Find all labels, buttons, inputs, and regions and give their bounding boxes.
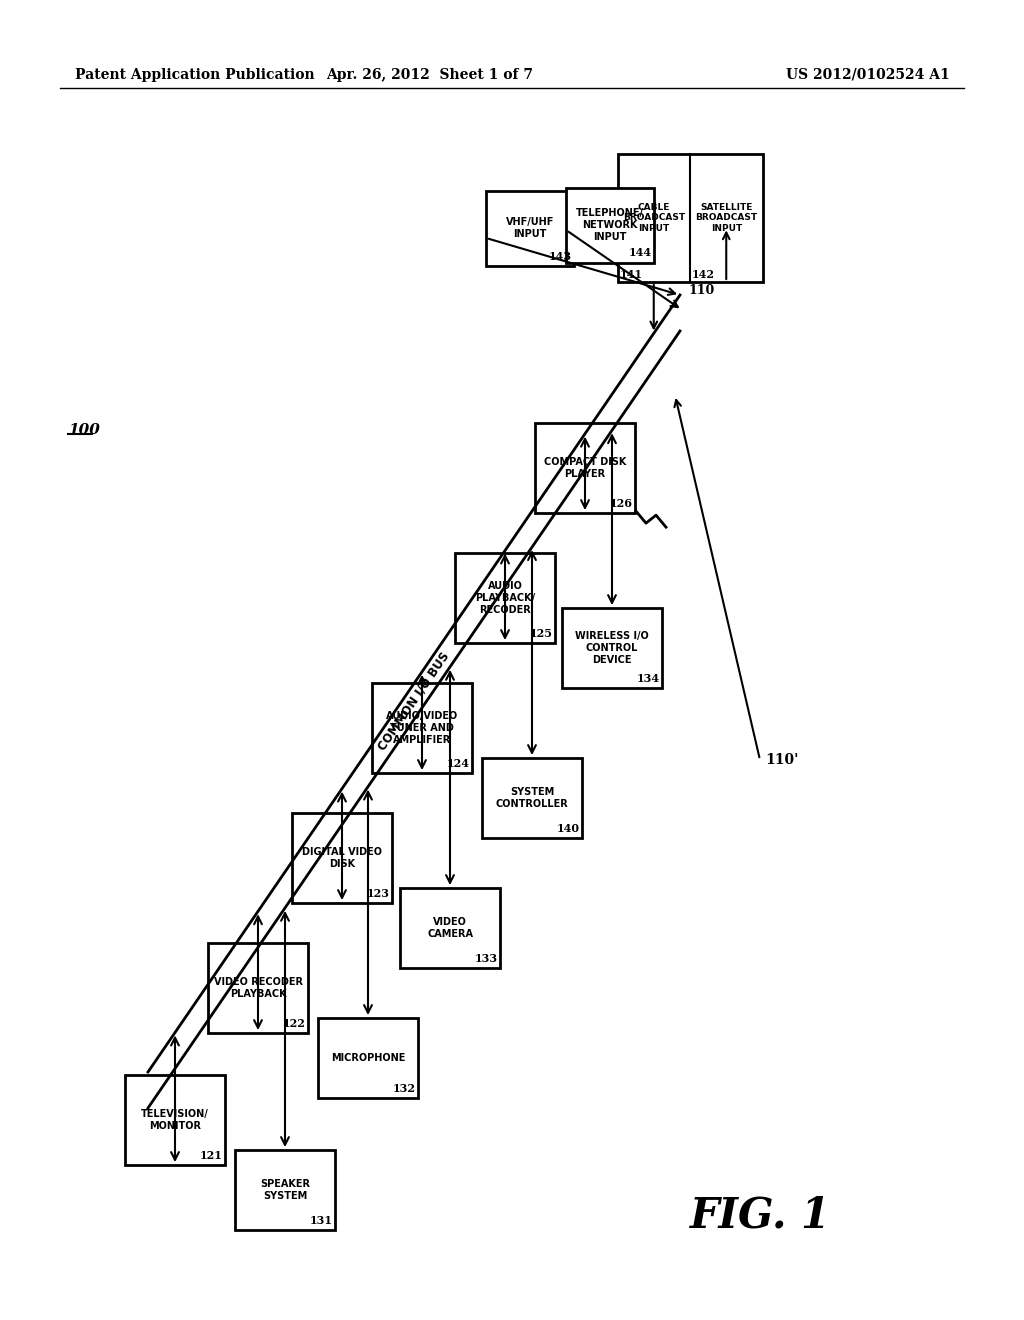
- Text: SATELLITE
BROADCAST
INPUT: SATELLITE BROADCAST INPUT: [695, 203, 758, 232]
- Bar: [562, 609, 662, 688]
- Text: 143: 143: [549, 251, 572, 261]
- Text: VIDEO
CAMERA: VIDEO CAMERA: [427, 917, 473, 939]
- Bar: [318, 1018, 418, 1098]
- Text: VHF/UHF
INPUT: VHF/UHF INPUT: [506, 218, 554, 239]
- Text: TELEPHONE/
NETWORK
INPUT: TELEPHONE/ NETWORK INPUT: [575, 209, 644, 242]
- Bar: [455, 553, 555, 643]
- Text: TELEVISION/
MONITOR: TELEVISION/ MONITOR: [141, 1109, 209, 1131]
- Text: CABLE
BROADCAST
INPUT: CABLE BROADCAST INPUT: [623, 203, 685, 232]
- Text: Patent Application Publication: Patent Application Publication: [75, 69, 314, 82]
- Bar: [486, 190, 574, 265]
- Bar: [292, 813, 392, 903]
- Text: 141: 141: [620, 269, 642, 280]
- Text: 133: 133: [475, 953, 498, 964]
- Text: 123: 123: [367, 888, 390, 899]
- Text: MICROPHONE: MICROPHONE: [331, 1053, 406, 1063]
- Text: AUDIO
PLAYBACK/
RECODER: AUDIO PLAYBACK/ RECODER: [475, 581, 536, 615]
- Bar: [482, 758, 582, 838]
- Text: SYSTEM
CONTROLLER: SYSTEM CONTROLLER: [496, 787, 568, 809]
- Text: FIG. 1: FIG. 1: [689, 1195, 830, 1236]
- Bar: [400, 888, 500, 968]
- Text: 122: 122: [283, 1018, 306, 1030]
- Bar: [208, 942, 308, 1034]
- Text: COMPACT DISK
PLAYER: COMPACT DISK PLAYER: [544, 457, 627, 479]
- Text: DIGITAL VIDEO
DISK: DIGITAL VIDEO DISK: [302, 847, 382, 869]
- Text: 110: 110: [688, 284, 715, 297]
- Text: 144: 144: [629, 248, 652, 259]
- Text: 124: 124: [447, 758, 470, 770]
- Text: US 2012/0102524 A1: US 2012/0102524 A1: [786, 69, 950, 82]
- Polygon shape: [148, 294, 680, 1107]
- Text: 131: 131: [310, 1214, 333, 1226]
- Text: 126: 126: [610, 498, 633, 510]
- Text: 142: 142: [692, 269, 715, 280]
- Bar: [234, 1150, 335, 1230]
- Text: 140: 140: [557, 822, 580, 834]
- Text: COMMON I/O BUS: COMMON I/O BUS: [376, 649, 453, 754]
- Text: 100: 100: [68, 422, 100, 437]
- Text: 121: 121: [200, 1150, 223, 1162]
- Text: 134: 134: [637, 673, 660, 684]
- Bar: [372, 682, 472, 774]
- Text: VIDEO RECODER
PLAYBACK: VIDEO RECODER PLAYBACK: [213, 977, 302, 999]
- Text: AUDIO/VIDEO
TUNER AND
AMPLIFIER: AUDIO/VIDEO TUNER AND AMPLIFIER: [386, 711, 458, 744]
- Text: 110': 110': [765, 752, 799, 767]
- Text: SPEAKER
SYSTEM: SPEAKER SYSTEM: [260, 1179, 310, 1201]
- Bar: [535, 422, 635, 513]
- Text: 132: 132: [393, 1082, 416, 1094]
- Bar: [125, 1074, 225, 1166]
- Text: 125: 125: [530, 628, 553, 639]
- Text: WIRELESS I/O
CONTROL
DEVICE: WIRELESS I/O CONTROL DEVICE: [575, 631, 649, 664]
- Bar: [617, 154, 763, 282]
- Text: Apr. 26, 2012  Sheet 1 of 7: Apr. 26, 2012 Sheet 1 of 7: [327, 69, 534, 82]
- Bar: [566, 187, 654, 263]
